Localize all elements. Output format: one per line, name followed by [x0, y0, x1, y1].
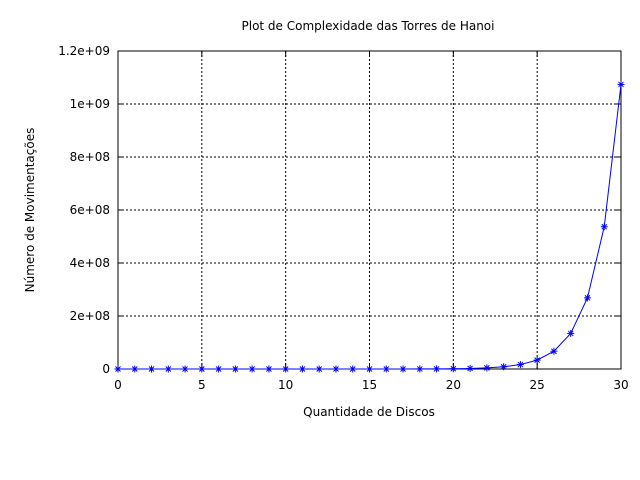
x-tick-label: 20 — [446, 378, 461, 392]
data-point — [399, 365, 407, 373]
data-point — [315, 365, 323, 373]
x-tick-label: 0 — [114, 378, 122, 392]
data-point — [617, 80, 625, 88]
data-point — [181, 365, 189, 373]
data-point — [567, 329, 575, 337]
data-point — [265, 365, 273, 373]
data-point — [164, 365, 172, 373]
data-point — [366, 365, 373, 373]
y-axis-label: Número de Movimentações — [23, 128, 37, 293]
data-point — [500, 363, 508, 371]
y-tick-label: 8e+08 — [70, 150, 110, 164]
data-point — [466, 364, 474, 372]
data-point — [449, 365, 457, 373]
y-tick-label: 4e+08 — [70, 256, 110, 270]
data-point — [600, 223, 608, 231]
plot-frame — [117, 50, 622, 370]
y-tick-label: 1e+09 — [70, 97, 110, 111]
data-point — [198, 365, 206, 373]
data-point — [282, 365, 290, 373]
data-point — [148, 365, 156, 373]
data-point — [583, 294, 591, 302]
data-point — [131, 365, 139, 373]
data-point — [332, 365, 340, 373]
x-tick-label: 10 — [278, 378, 293, 392]
x-axis-label: Quantidade de Discos — [303, 405, 435, 419]
data-point — [298, 365, 306, 373]
data-point — [248, 365, 256, 373]
y-tick-label: 0 — [102, 362, 110, 376]
data-point — [349, 365, 357, 373]
grid — [118, 51, 621, 369]
series-markers — [114, 80, 625, 373]
data-point — [215, 365, 223, 373]
data-point — [433, 365, 441, 373]
x-tick-label: 25 — [530, 378, 545, 392]
y-tick-label: 1.2e+09 — [58, 44, 110, 58]
x-tick-label: 5 — [198, 378, 206, 392]
chart-title: Plot de Complexidade das Torres de Hanoi — [242, 19, 495, 33]
x-tick-label: 15 — [362, 378, 377, 392]
data-point — [416, 365, 424, 373]
data-point — [516, 361, 524, 369]
x-tick-label: 30 — [613, 378, 628, 392]
y-tick-label: 2e+08 — [70, 309, 110, 323]
y-tick-label: 6e+08 — [70, 203, 110, 217]
y-axis: 0 2e+08 4e+08 6e+08 8e+08 1e+09 1.2e+09 — [58, 44, 621, 376]
data-point — [533, 356, 541, 364]
data-point — [114, 365, 122, 373]
x-axis: 0 5 10 15 20 25 30 — [114, 51, 629, 392]
data-point — [231, 365, 239, 373]
data-point — [382, 365, 390, 373]
data-point — [550, 347, 558, 355]
data-point — [483, 364, 491, 372]
